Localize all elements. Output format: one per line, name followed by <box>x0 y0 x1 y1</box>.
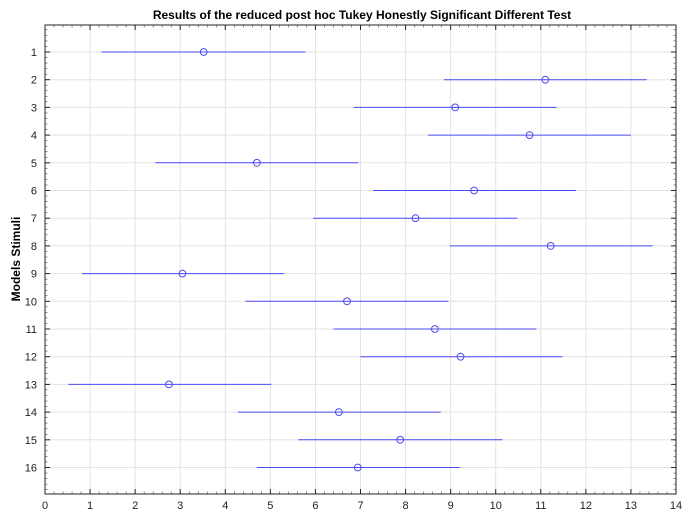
y-tick-label: 13 <box>25 379 37 391</box>
grid-lines <box>44 25 677 494</box>
mean-marker <box>430 325 439 333</box>
x-tick-label: 13 <box>625 500 637 512</box>
y-tick-label: 4 <box>31 130 37 142</box>
y-tick-label: 11 <box>26 324 37 336</box>
x-tick-label: 8 <box>403 500 409 512</box>
x-tick-label: 5 <box>267 500 273 512</box>
y-tick-label: 15 <box>25 435 37 447</box>
mean-marker <box>541 75 550 84</box>
x-tick-label: 1 <box>87 500 93 512</box>
y-tick-label: 5 <box>31 158 37 170</box>
x-tick-label: 4 <box>222 500 228 512</box>
x-tick-label: 3 <box>177 500 183 512</box>
y-tick-label: 2 <box>31 75 37 87</box>
x-tick-label: 11 <box>535 500 546 512</box>
y-tick-label: 3 <box>31 102 37 114</box>
mean-marker <box>456 352 465 361</box>
mean-marker <box>411 214 420 223</box>
mean-marker <box>199 48 208 56</box>
x-tick-label: 0 <box>42 500 48 512</box>
mean-marker <box>396 435 405 444</box>
y-tick-label: 12 <box>25 352 37 364</box>
mean-marker <box>334 408 343 417</box>
chart-title: Results of the reduced post hoc Tukey Ho… <box>153 8 571 22</box>
mean-marker <box>178 269 187 278</box>
y-tick-label: 16 <box>25 463 37 475</box>
mean-marker <box>451 103 460 112</box>
y-tick-label: 8 <box>31 241 37 253</box>
x-axis-ticks: 0 1 2 3 4 5 6 7 8 9 10 11 12 13 14 <box>42 25 682 512</box>
interval-marks <box>68 48 653 472</box>
y-tick-label: 1 <box>31 47 37 59</box>
x-tick-label: 6 <box>312 500 318 512</box>
x-tick-label: 7 <box>357 500 363 512</box>
x-tick-label: 14 <box>670 500 682 512</box>
mean-marker <box>165 380 173 389</box>
y-tick-label: 14 <box>25 407 37 419</box>
x-tick-label: 10 <box>490 500 502 512</box>
x-tick-label: 2 <box>132 500 138 512</box>
y-axis-label: Models Stimuli <box>9 217 23 302</box>
y-tick-label: 10 <box>25 296 37 308</box>
mean-marker <box>546 242 555 250</box>
y-tick-label: 7 <box>31 213 37 225</box>
mean-marker <box>353 463 362 472</box>
x-tick-label: 12 <box>580 500 592 512</box>
mean-marker <box>343 297 351 306</box>
mean-marker <box>470 186 478 195</box>
mean-marker <box>525 131 534 140</box>
y-tick-label: 6 <box>31 186 37 198</box>
x-tick-label: 9 <box>448 500 454 512</box>
mean-marker <box>252 158 261 167</box>
y-tick-label: 9 <box>31 269 37 281</box>
